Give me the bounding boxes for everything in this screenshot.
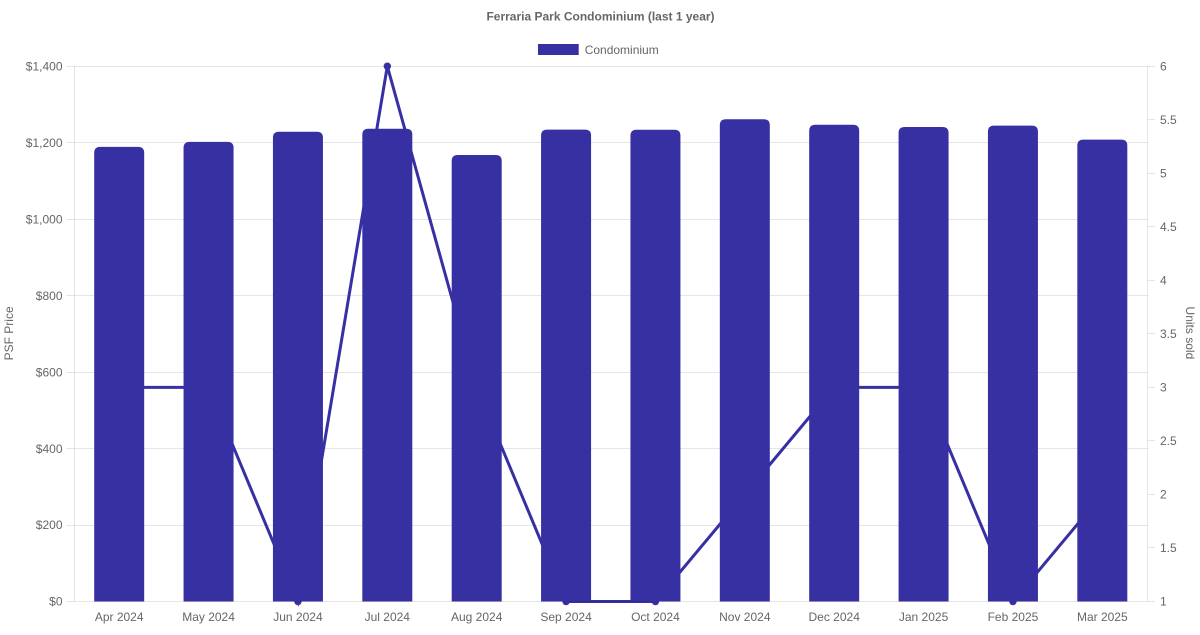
svg-text:4.5: 4.5 bbox=[1160, 220, 1177, 234]
svg-text:Aug 2024: Aug 2024 bbox=[451, 610, 503, 624]
svg-text:1.5: 1.5 bbox=[1160, 541, 1177, 555]
svg-text:5: 5 bbox=[1160, 166, 1167, 180]
svg-text:3: 3 bbox=[1160, 381, 1167, 395]
svg-text:$1,400: $1,400 bbox=[26, 59, 63, 73]
svg-text:$200: $200 bbox=[36, 518, 63, 532]
svg-text:Dec 2024: Dec 2024 bbox=[809, 610, 861, 624]
svg-text:1: 1 bbox=[1160, 595, 1167, 609]
svg-text:2.5: 2.5 bbox=[1160, 434, 1177, 448]
svg-text:$0: $0 bbox=[49, 595, 63, 609]
svg-text:Jan 2025: Jan 2025 bbox=[899, 610, 949, 624]
svg-text:$1,200: $1,200 bbox=[26, 136, 63, 150]
svg-text:Jun 2024: Jun 2024 bbox=[273, 610, 323, 624]
svg-text:Ferraria Park Condominium (las: Ferraria Park Condominium (last 1 year) bbox=[486, 10, 714, 24]
svg-text:Nov 2024: Nov 2024 bbox=[719, 610, 771, 624]
svg-text:$1,000: $1,000 bbox=[26, 212, 63, 226]
svg-text:Oct 2024: Oct 2024 bbox=[631, 610, 680, 624]
svg-text:Mar 2025: Mar 2025 bbox=[1077, 610, 1128, 624]
svg-text:PSF Price: PSF Price bbox=[2, 306, 16, 360]
svg-text:$800: $800 bbox=[36, 289, 63, 303]
svg-text:5.5: 5.5 bbox=[1160, 113, 1177, 127]
svg-text:Units sold: Units sold bbox=[1183, 307, 1197, 360]
svg-text:Sep 2024: Sep 2024 bbox=[540, 610, 592, 624]
svg-text:6: 6 bbox=[1160, 59, 1167, 73]
svg-text:Jul 2024: Jul 2024 bbox=[365, 610, 411, 624]
svg-text:Feb 2025: Feb 2025 bbox=[988, 610, 1039, 624]
svg-text:May 2024: May 2024 bbox=[182, 610, 235, 624]
svg-text:Condominium: Condominium bbox=[585, 43, 659, 57]
svg-text:2: 2 bbox=[1160, 488, 1167, 502]
svg-text:$400: $400 bbox=[36, 442, 63, 456]
svg-text:Apr 2024: Apr 2024 bbox=[95, 610, 144, 624]
svg-text:3.5: 3.5 bbox=[1160, 327, 1177, 341]
svg-text:$600: $600 bbox=[36, 365, 63, 379]
svg-text:4: 4 bbox=[1160, 274, 1167, 288]
